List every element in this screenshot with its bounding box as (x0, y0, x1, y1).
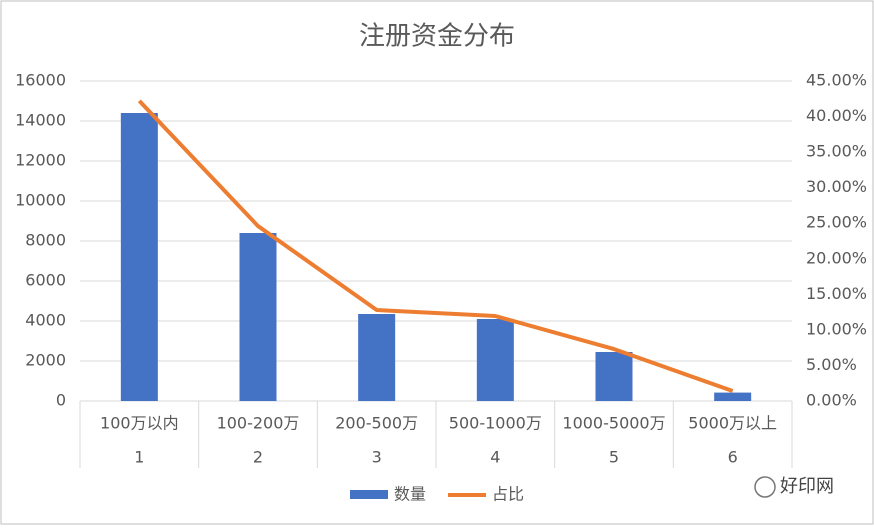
y-tick-label: 10000 (15, 191, 66, 210)
legend-swatch (350, 490, 388, 499)
x-tick-label: 1000-5000万 (562, 414, 665, 433)
x-tick-label: 100-200万 (217, 414, 300, 433)
x-tick-label: 100万以内 (100, 414, 179, 433)
x-group-label: 6 (728, 448, 738, 467)
y2-tick-label: 25.00% (806, 213, 867, 232)
y2-tick-label: 30.00% (806, 177, 867, 196)
y2-tick-label: 0.00% (806, 391, 857, 410)
y2-tick-label: 15.00% (806, 284, 867, 303)
y2-tick-label: 45.00% (806, 71, 867, 90)
bar (120, 113, 158, 401)
x-tick-label: 200-500万 (335, 414, 418, 433)
y-tick-label: 6000 (25, 271, 66, 290)
y2-tick-label: 35.00% (806, 142, 867, 161)
y-tick-label: 2000 (25, 351, 66, 370)
bar (714, 392, 752, 401)
legend-label: 占比 (492, 485, 524, 504)
x-group-label: 3 (372, 448, 382, 467)
y-tick-label: 14000 (15, 111, 66, 130)
legend-label: 数量 (394, 485, 426, 504)
x-group-label: 2 (253, 448, 263, 467)
bar (476, 319, 514, 401)
bar (358, 314, 396, 401)
y-tick-label: 16000 (15, 71, 66, 90)
y-tick-label: 0 (56, 391, 66, 410)
watermark: 好印网 (754, 476, 834, 498)
chart-title: 注册资金分布 (359, 22, 515, 52)
y-tick-label: 8000 (25, 231, 66, 250)
watermark-text: 好印网 (780, 476, 834, 497)
bar (595, 352, 633, 401)
line (137, 99, 734, 393)
x-group-label: 1 (134, 448, 144, 467)
y-tick-label: 4000 (25, 311, 66, 330)
x-group-label: 4 (490, 448, 500, 467)
y2-tick-label: 5.00% (806, 355, 857, 374)
x-group-label: 5 (609, 448, 619, 467)
y2-tick-label: 20.00% (806, 248, 867, 267)
y-tick-label: 12000 (15, 151, 66, 170)
x-tick-label: 500-1000万 (449, 414, 542, 433)
x-tick-label: 5000万以上 (688, 414, 777, 433)
y2-tick-label: 40.00% (806, 106, 867, 125)
bar (239, 233, 277, 401)
watermark-icon (754, 476, 776, 498)
y2-tick-label: 10.00% (806, 319, 867, 338)
